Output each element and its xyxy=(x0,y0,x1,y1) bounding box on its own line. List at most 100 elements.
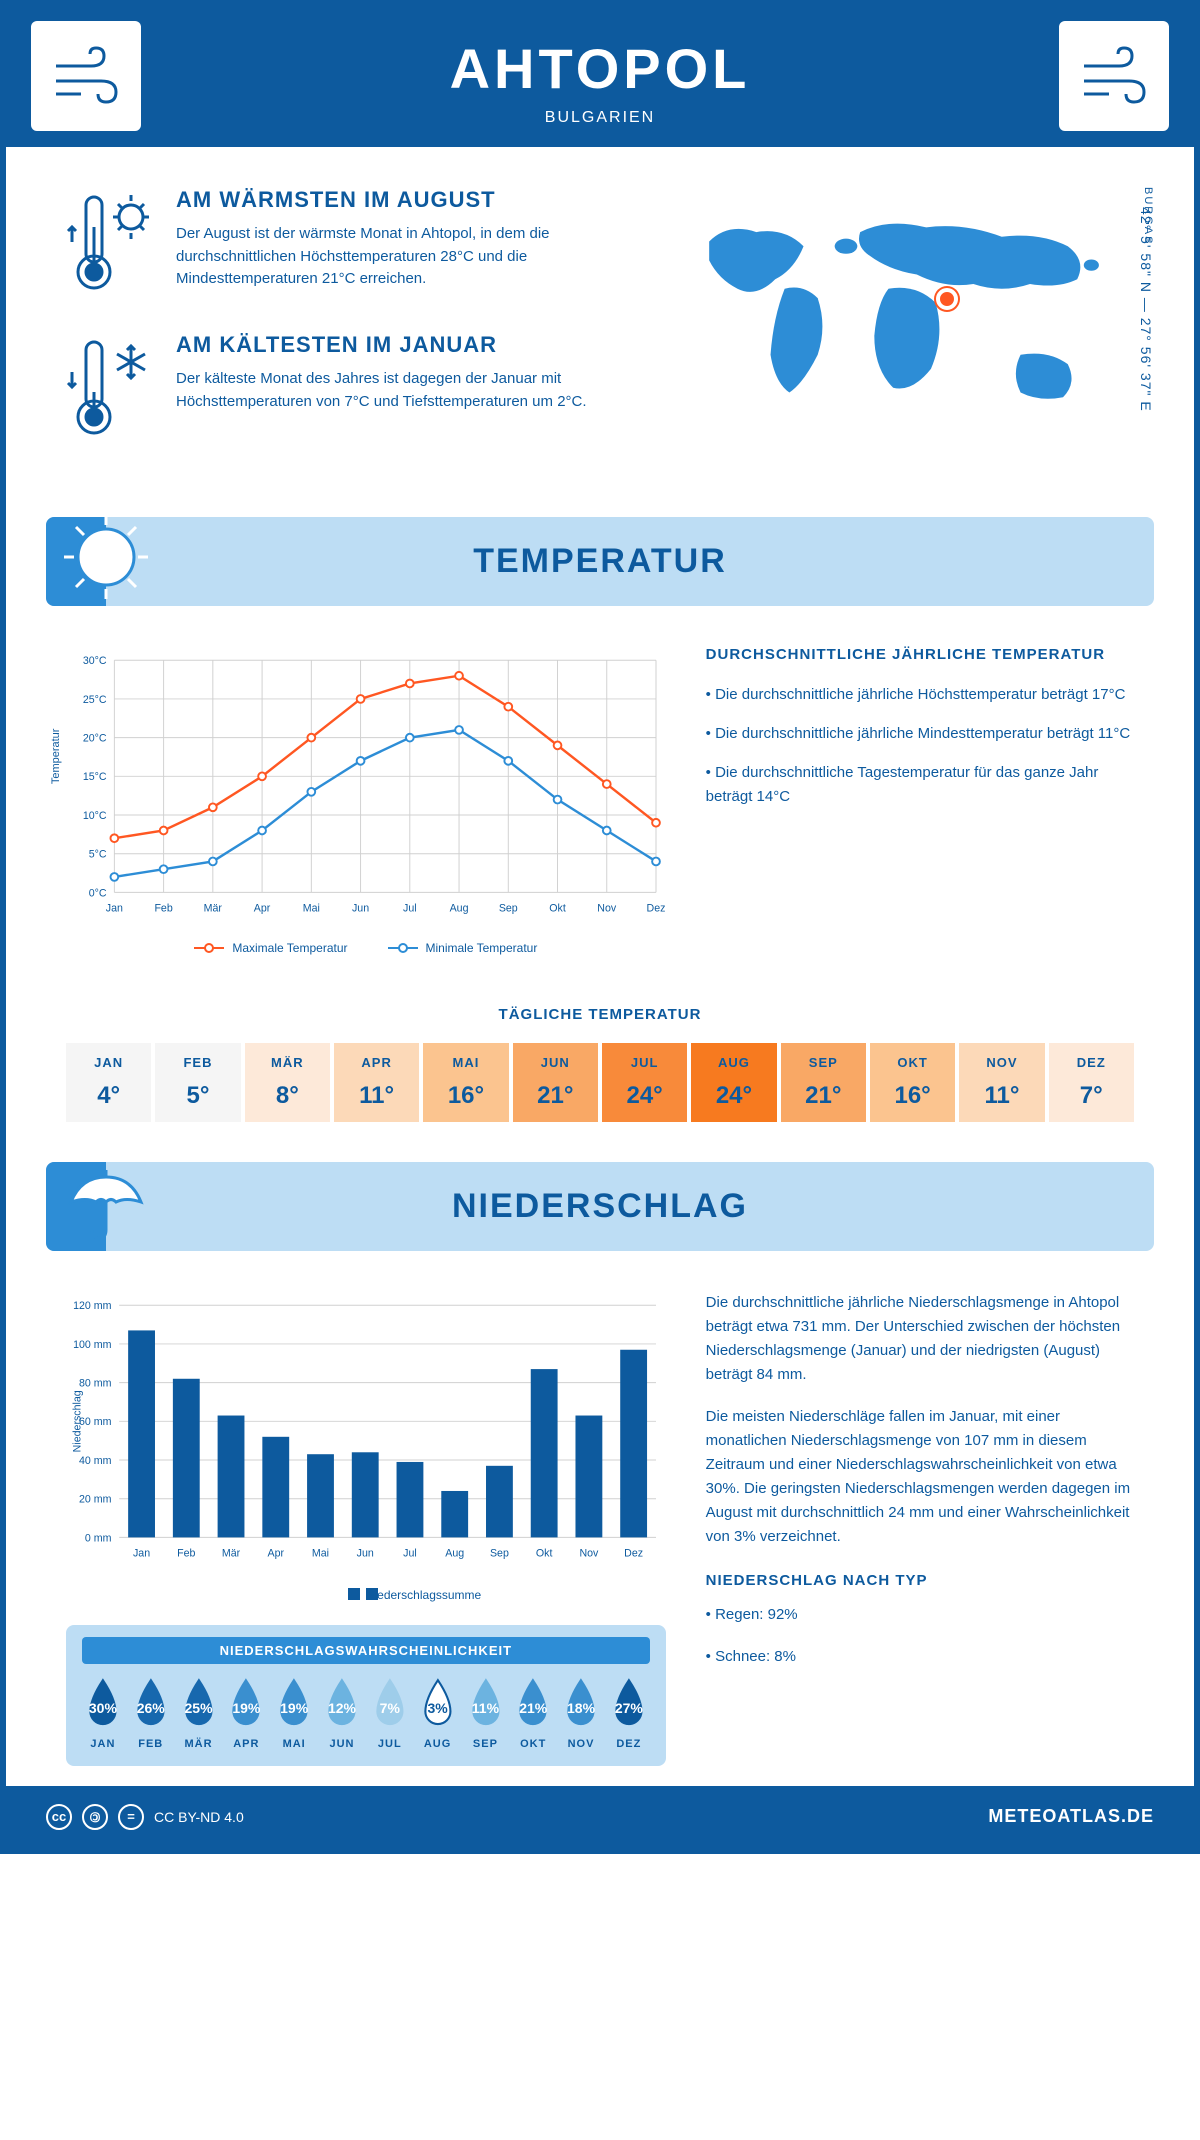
svg-text:25°C: 25°C xyxy=(83,694,107,706)
temp-cell: JUN21° xyxy=(513,1043,598,1122)
temperature-line-chart: Temperatur 0°C5°C10°C15°C20°C25°C30°CJan… xyxy=(66,646,666,966)
svg-text:Nov: Nov xyxy=(579,1548,599,1560)
svg-text:0°C: 0°C xyxy=(89,887,107,899)
drop-cell: 27%DEZ xyxy=(608,1676,650,1750)
umbrella-icon xyxy=(56,1152,156,1252)
svg-text:Mär: Mär xyxy=(204,903,223,915)
probability-box: NIEDERSCHLAGSWAHRSCHEINLICHKEIT 30%JAN26… xyxy=(66,1625,666,1766)
drop-cell: 7%JUL xyxy=(369,1676,411,1750)
prob-title: NIEDERSCHLAGSWAHRSCHEINLICHKEIT xyxy=(82,1637,650,1664)
drop-cell: 21%OKT xyxy=(512,1676,554,1750)
precip-para: Die durchschnittliche jährliche Niedersc… xyxy=(706,1291,1134,1387)
temp-bullet: • Die durchschnittliche jährliche Höchst… xyxy=(706,683,1134,707)
legend-max: Maximale Temperatur xyxy=(232,941,347,955)
svg-text:20 mm: 20 mm xyxy=(79,1494,112,1506)
svg-text:Okt: Okt xyxy=(536,1548,553,1560)
temp-cell: AUG24° xyxy=(691,1043,776,1122)
section-header-precipitation: NIEDERSCHLAG xyxy=(46,1162,1154,1251)
svg-text:40 mm: 40 mm xyxy=(79,1455,112,1467)
temp-cell: MAI16° xyxy=(423,1043,508,1122)
sun-icon xyxy=(56,507,156,607)
by-icon: 🄯 xyxy=(82,1804,108,1830)
svg-text:Niederschlag: Niederschlag xyxy=(72,1390,84,1452)
wind-icon xyxy=(31,21,141,131)
svg-text:Jul: Jul xyxy=(403,903,417,915)
thermometer-sun-icon xyxy=(66,187,156,302)
section-header-temperature: TEMPERATUR xyxy=(46,517,1154,606)
warmest-text: Der August ist der wärmste Monat in Ahto… xyxy=(176,223,632,291)
drop-cell: 11%SEP xyxy=(465,1676,507,1750)
svg-text:60 mm: 60 mm xyxy=(79,1416,112,1428)
thermometer-snow-icon xyxy=(66,332,156,447)
svg-text:Nov: Nov xyxy=(597,903,617,915)
temp-cell: JUL24° xyxy=(602,1043,687,1122)
precip-type-title: NIEDERSCHLAG NACH TYP xyxy=(706,1569,1134,1593)
site-name: METEOATLAS.DE xyxy=(988,1806,1154,1827)
daily-temp-title: TÄGLICHE TEMPERATUR xyxy=(66,1006,1134,1023)
svg-text:Aug: Aug xyxy=(445,1548,464,1560)
svg-text:15°C: 15°C xyxy=(83,771,107,783)
map-marker-icon xyxy=(936,288,958,310)
svg-text:80 mm: 80 mm xyxy=(79,1378,112,1390)
drop-cell: 30%JAN xyxy=(82,1676,124,1750)
warmest-title: AM WÄRMSTEN IM AUGUST xyxy=(176,187,632,213)
legend-min: Minimale Temperatur xyxy=(426,941,538,955)
drop-cell: 3%AUG xyxy=(417,1676,459,1750)
bar-legend: Niederschlagssumme xyxy=(66,1586,666,1600)
svg-text:Apr: Apr xyxy=(254,903,271,915)
svg-text:Mai: Mai xyxy=(303,903,320,915)
page-subtitle: BULGARIEN xyxy=(6,109,1194,127)
temp-cell: SEP21° xyxy=(781,1043,866,1122)
header: AHTOPOL BULGARIEN xyxy=(6,6,1194,147)
coordinates: 42° 5' 58" N — 27° 56' 37" E xyxy=(1138,207,1154,412)
svg-text:Dez: Dez xyxy=(624,1548,643,1560)
daily-temperature: TÄGLICHE TEMPERATUR JAN4°FEB5°MÄR8°APR11… xyxy=(6,986,1194,1162)
page: AHTOPOL BULGARIEN AM WÄRMSTEN IM AUGUST … xyxy=(0,0,1200,1854)
precip-para: Die meisten Niederschläge fallen im Janu… xyxy=(706,1405,1134,1549)
drop-cell: 26%FEB xyxy=(130,1676,172,1750)
drop-cell: 12%JUN xyxy=(321,1676,363,1750)
coldest-title: AM KÄLTESTEN IM JANUAR xyxy=(176,332,632,358)
info-section: AM WÄRMSTEN IM AUGUST Der August ist der… xyxy=(6,147,1194,517)
svg-text:Feb: Feb xyxy=(154,903,172,915)
world-map xyxy=(662,187,1134,452)
temperature-body: Temperatur 0°C5°C10°C15°C20°C25°C30°CJan… xyxy=(6,606,1194,986)
temp-info-title: DURCHSCHNITTLICHE JÄHRLICHE TEMPERATUR xyxy=(706,646,1134,663)
svg-text:Sep: Sep xyxy=(499,903,518,915)
precip-type-snow: • Schnee: 8% xyxy=(706,1645,1134,1669)
coldest-text: Der kälteste Monat des Jahres ist dagege… xyxy=(176,368,632,413)
svg-text:0 mm: 0 mm xyxy=(85,1532,112,1544)
temp-cell: MÄR8° xyxy=(245,1043,330,1122)
svg-text:Okt: Okt xyxy=(549,903,566,915)
warmest-block: AM WÄRMSTEN IM AUGUST Der August ist der… xyxy=(66,187,632,302)
drop-cell: 25%MÄR xyxy=(178,1676,220,1750)
precipitation-body: 0 mm20 mm40 mm60 mm80 mm100 mm120 mmJanF… xyxy=(6,1251,1194,1786)
temp-bullet: • Die durchschnittliche jährliche Mindes… xyxy=(706,722,1134,746)
svg-text:Jan: Jan xyxy=(106,903,123,915)
svg-text:Jun: Jun xyxy=(357,1548,374,1560)
chart-legend: Maximale Temperatur Minimale Temperatur xyxy=(66,941,666,955)
temp-cell: JAN4° xyxy=(66,1043,151,1122)
svg-text:30°C: 30°C xyxy=(83,655,107,667)
svg-text:100 mm: 100 mm xyxy=(73,1339,112,1351)
temp-cell: OKT16° xyxy=(870,1043,955,1122)
svg-text:Sep: Sep xyxy=(490,1548,509,1560)
temp-bullet: • Die durchschnittliche Tagestemperatur … xyxy=(706,761,1134,809)
section-title: TEMPERATUR xyxy=(46,542,1154,581)
svg-text:Mär: Mär xyxy=(222,1548,241,1560)
svg-text:Apr: Apr xyxy=(267,1548,284,1560)
y-axis-label: Temperatur xyxy=(50,729,62,785)
temp-cell: DEZ7° xyxy=(1049,1043,1134,1122)
svg-text:5°C: 5°C xyxy=(89,849,107,861)
svg-text:Feb: Feb xyxy=(177,1548,195,1560)
temp-cell: NOV11° xyxy=(959,1043,1044,1122)
nd-icon: = xyxy=(118,1804,144,1830)
svg-text:20°C: 20°C xyxy=(83,733,107,745)
svg-text:Jul: Jul xyxy=(403,1548,417,1560)
drop-cell: 19%MAI xyxy=(273,1676,315,1750)
svg-text:Jun: Jun xyxy=(352,903,369,915)
svg-text:Dez: Dez xyxy=(647,903,666,915)
coldest-block: AM KÄLTESTEN IM JANUAR Der kälteste Mona… xyxy=(66,332,632,447)
section-title: NIEDERSCHLAG xyxy=(46,1187,1154,1226)
drop-cell: 19%APR xyxy=(225,1676,267,1750)
